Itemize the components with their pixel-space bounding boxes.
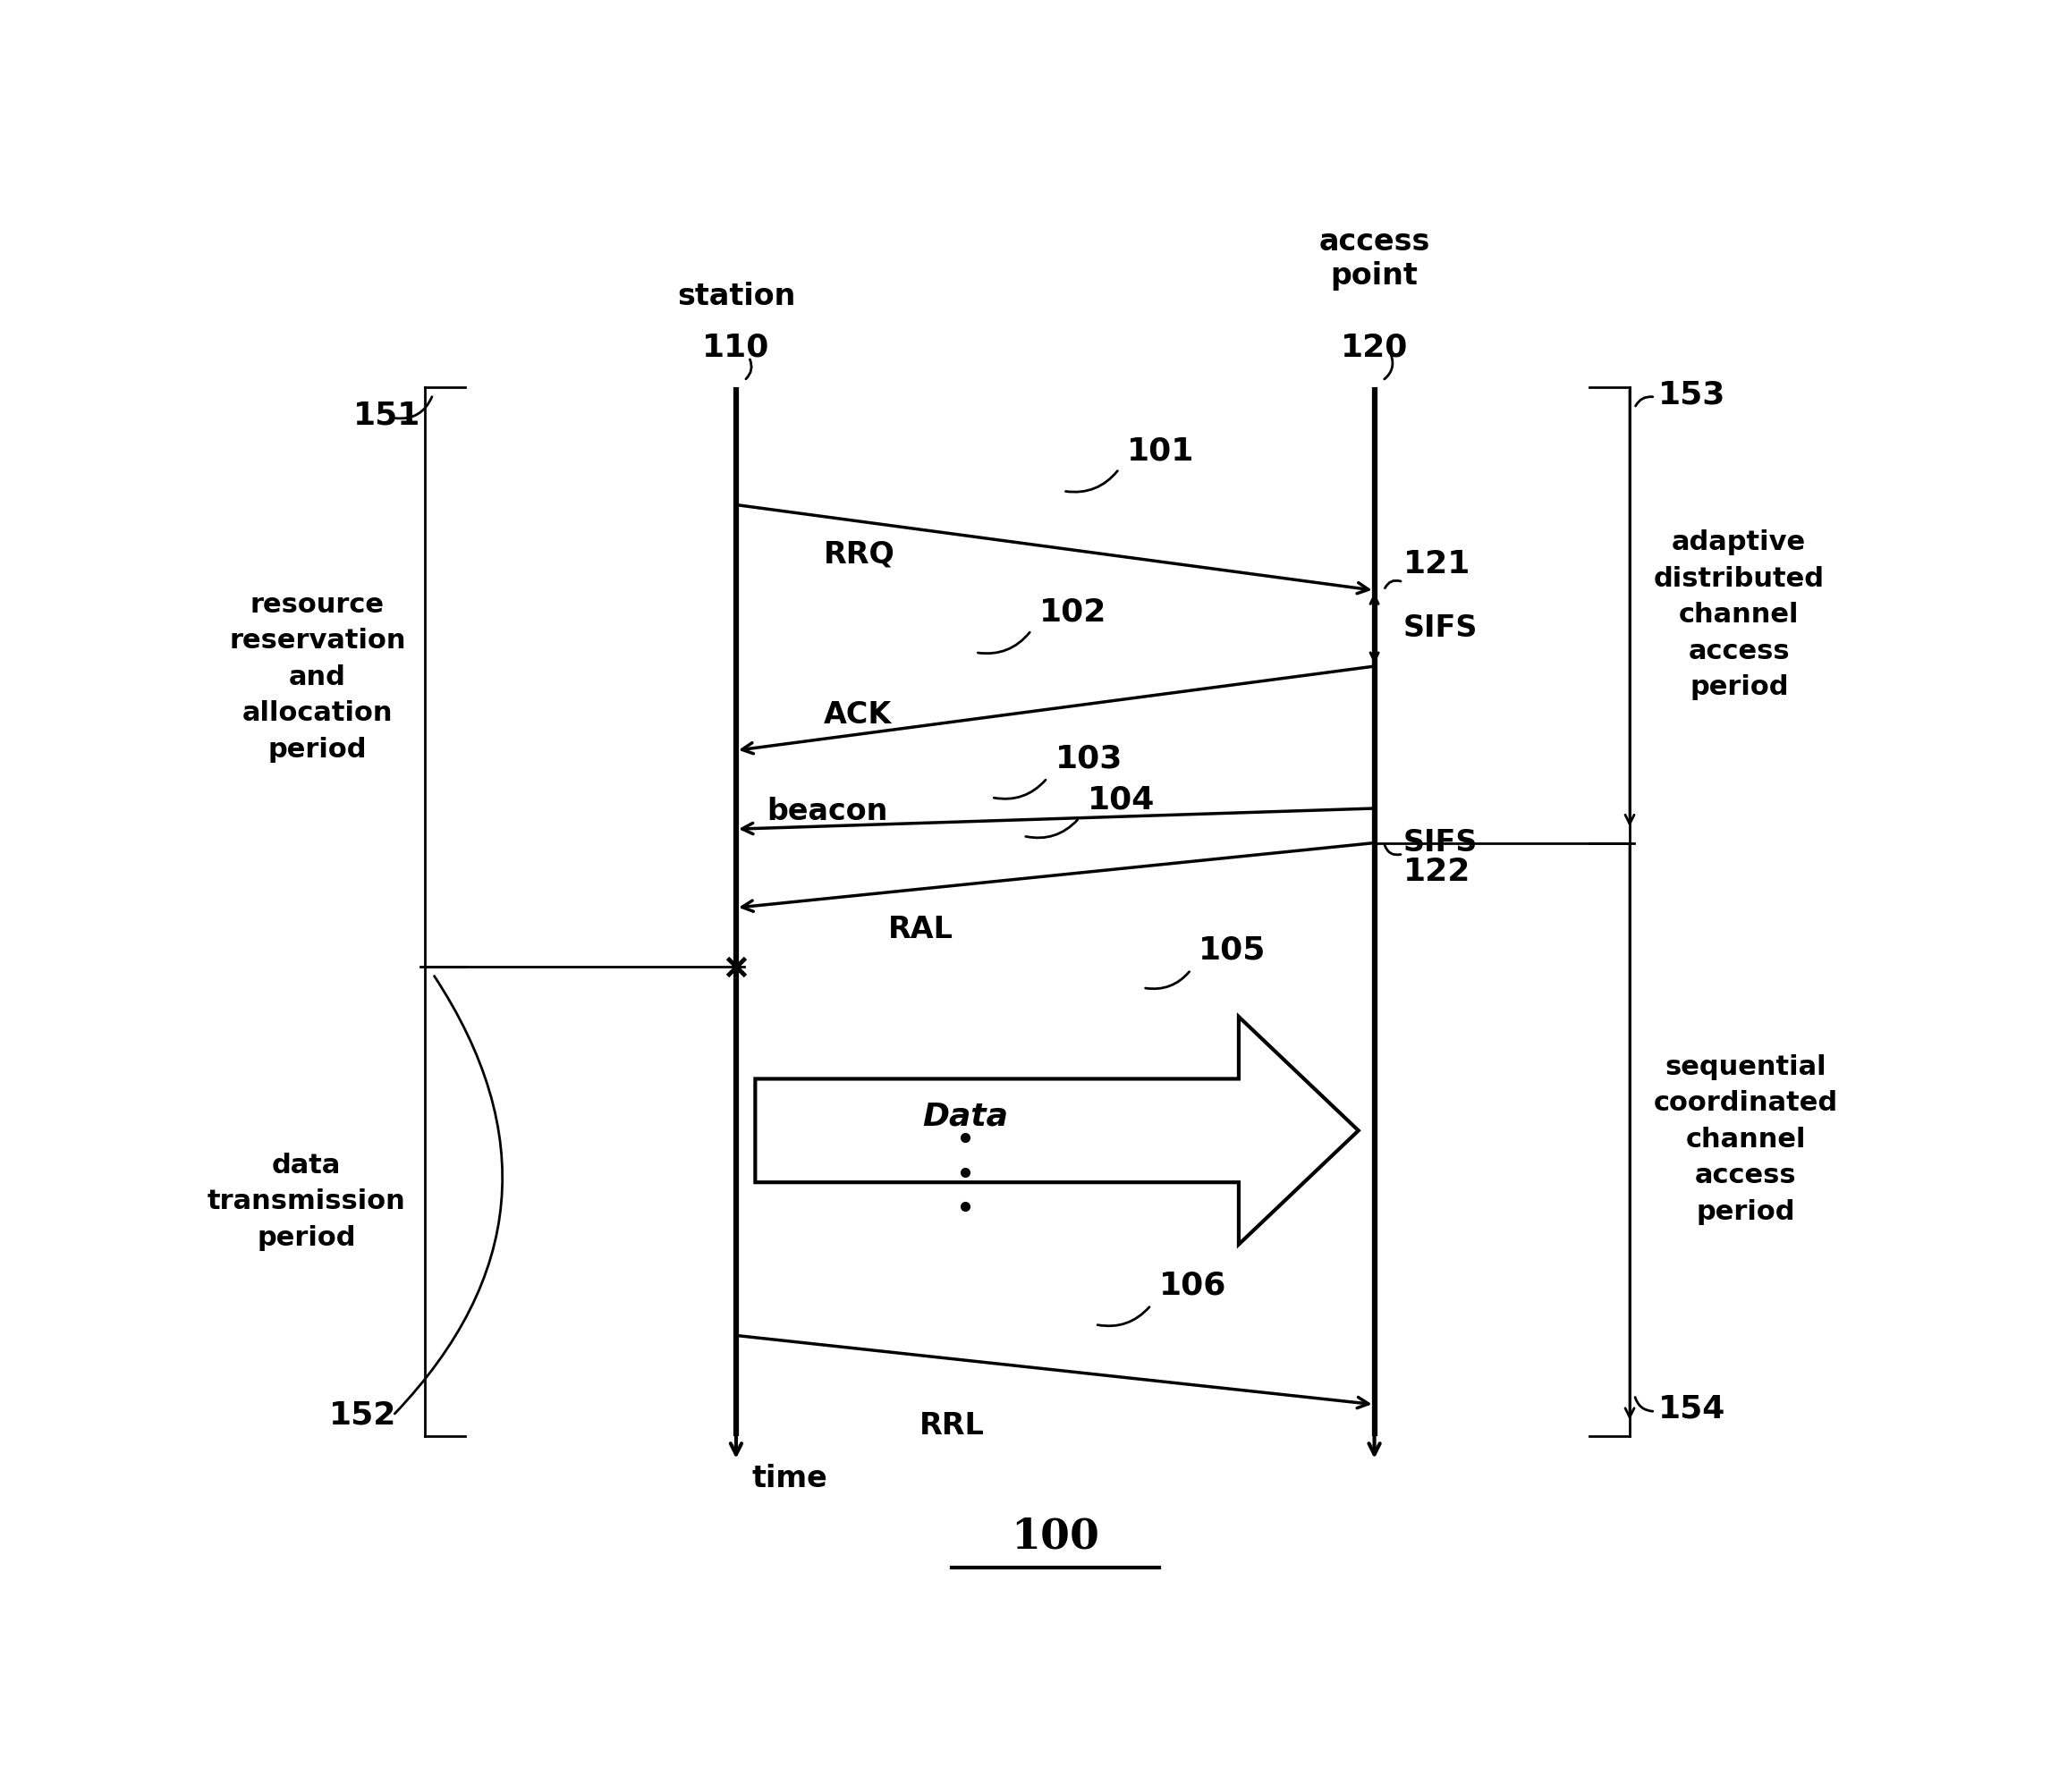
Text: 104: 104 xyxy=(1087,785,1155,815)
Text: RRL: RRL xyxy=(920,1412,984,1441)
Text: SIFS: SIFS xyxy=(1402,828,1478,858)
Polygon shape xyxy=(756,1016,1359,1244)
Text: 103: 103 xyxy=(1054,744,1122,774)
Text: 153: 153 xyxy=(1657,380,1725,410)
Text: 152: 152 xyxy=(329,1400,397,1430)
Text: 151: 151 xyxy=(354,400,420,430)
Text: data
transmission
period: data transmission period xyxy=(208,1152,406,1251)
Text: resource
reservation
and
allocation
period: resource reservation and allocation peri… xyxy=(229,591,406,763)
Text: beacon: beacon xyxy=(766,797,887,826)
Text: 101: 101 xyxy=(1126,435,1194,466)
Text: adaptive
distributed
channel
access
period: adaptive distributed channel access peri… xyxy=(1653,530,1824,701)
Text: 110: 110 xyxy=(702,332,770,362)
Text: 100: 100 xyxy=(1011,1516,1100,1557)
Text: access
point: access point xyxy=(1318,228,1431,290)
Text: 122: 122 xyxy=(1402,857,1470,887)
Text: 120: 120 xyxy=(1340,332,1408,362)
Text: 121: 121 xyxy=(1402,548,1470,579)
Text: station: station xyxy=(677,281,795,312)
Text: SIFS: SIFS xyxy=(1402,613,1478,643)
Text: time: time xyxy=(752,1464,828,1493)
Text: 105: 105 xyxy=(1198,935,1266,966)
Text: Data: Data xyxy=(922,1102,1009,1133)
Text: 154: 154 xyxy=(1657,1394,1725,1425)
Text: 106: 106 xyxy=(1159,1271,1227,1301)
Text: RRQ: RRQ xyxy=(824,539,896,570)
Text: ACK: ACK xyxy=(824,701,892,729)
Text: 102: 102 xyxy=(1040,597,1106,627)
Text: sequential
coordinated
channel
access
period: sequential coordinated channel access pe… xyxy=(1653,1054,1839,1226)
Text: RAL: RAL xyxy=(887,914,953,944)
